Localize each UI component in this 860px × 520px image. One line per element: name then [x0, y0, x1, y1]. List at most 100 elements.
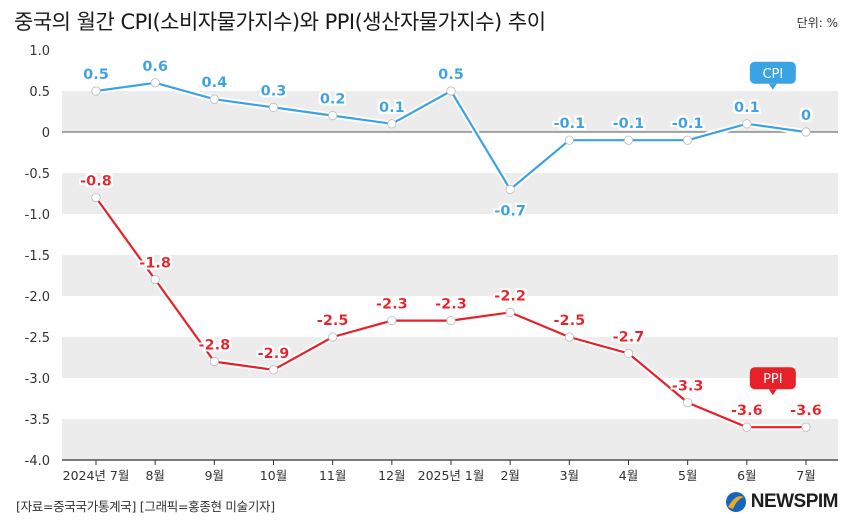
y-tick-label: -1.0: [25, 208, 50, 223]
data-point-ppi: [387, 315, 397, 326]
data-point-ppi: [328, 332, 338, 342]
data-point-ppi: [683, 397, 693, 408]
data-label-cpi: -0.1: [672, 116, 704, 132]
data-label-ppi: -2.8: [198, 338, 230, 354]
data-point-ppi: [623, 348, 634, 358]
x-tick-label: 10월: [260, 468, 287, 483]
data-point-cpi: [209, 94, 219, 104]
legend-box: [749, 61, 796, 84]
data-label-ppi: -2.2: [494, 288, 526, 304]
grid-band: [62, 337, 838, 378]
data-label-ppi: -2.3: [376, 297, 408, 313]
y-tick-label: 1.0: [29, 44, 50, 59]
data-point-ppi: [742, 422, 752, 432]
data-label-ppi: -2.5: [317, 313, 349, 329]
data-point-ppi: [564, 332, 574, 342]
x-tick-label: 2024년 7월: [63, 468, 130, 483]
x-tick-label: 7월: [796, 468, 815, 483]
data-point-cpi: [505, 184, 515, 194]
data-label-ppi: -3.6: [731, 403, 763, 419]
data-label-ppi: -2.5: [553, 313, 585, 329]
grid-band: [62, 173, 838, 214]
data-label-ppi: -2.7: [613, 329, 645, 345]
data-point-cpi: [91, 86, 101, 96]
x-tick-label: 5월: [678, 468, 697, 483]
data-label-ppi: -2.9: [258, 346, 290, 362]
data-point-ppi: [801, 422, 811, 432]
data-point-cpi: [683, 135, 693, 145]
x-axis: 2024년 7월 8월 9월 10월 11월 12월 2025년 1월 2월 3월 4월 5월 6월 7…: [63, 460, 816, 483]
y-axis: 1.0 0.5 0 -0.5 -1.0 -1.5 -2.0 -2.5 -3.0 -3.5 -4.0: [25, 44, 50, 469]
y-tick-label: -1.5: [25, 249, 50, 264]
grid-bands: [62, 91, 838, 461]
brand-logo: NEWSPIM: [725, 491, 839, 513]
x-tick-label: 12월: [378, 468, 405, 483]
data-label-cpi: 0.1: [734, 100, 760, 116]
data-label-cpi: 0.5: [438, 67, 464, 83]
x-tick-label: 8월: [145, 468, 164, 483]
grid-band: [62, 91, 838, 132]
brand-name: NEWSPIM: [750, 491, 839, 512]
data-point-cpi: [150, 78, 160, 88]
data-point-cpi: [328, 111, 338, 121]
x-tick-label: 3월: [560, 468, 579, 483]
y-tick-label: -3.5: [25, 413, 50, 428]
data-label-ppi: -1.8: [139, 256, 171, 272]
legend-ppi: PPI: [749, 367, 796, 396]
grid-band: [62, 419, 838, 460]
y-tick-label: -0.5: [25, 167, 50, 182]
data-label-ppi: -3.3: [672, 379, 704, 395]
x-tick-label: 6월: [737, 468, 756, 483]
data-point-ppi: [209, 356, 219, 367]
data-label-cpi: -0.1: [553, 116, 585, 132]
data-label-ppi: -2.3: [435, 297, 467, 313]
legend: CPI PPI: [749, 61, 796, 396]
data-label-cpi: -0.1: [613, 116, 645, 132]
legend-label: CPI: [762, 67, 783, 82]
y-tick-label: -2.0: [25, 290, 50, 305]
data-label-cpi: 0.2: [320, 92, 346, 108]
y-tick-label: -4.0: [25, 454, 50, 469]
legend-pointer: [768, 83, 777, 90]
data-label-cpi: 0: [801, 108, 811, 124]
y-tick-label: 0: [42, 126, 50, 141]
data-point-cpi: [446, 86, 456, 96]
grid-band: [62, 255, 838, 296]
data-labels: 0.5 0.6 0.4 0.3 0.2 0.1 0.5 -0.7 -0.1 -0.1 -0.1 0.1…: [80, 59, 822, 419]
legend-box: [749, 367, 796, 390]
data-label-cpi: 0.1: [379, 100, 405, 116]
data-point-cpi: [387, 119, 397, 129]
data-point-ppi: [91, 193, 101, 203]
legend-label: PPI: [763, 372, 783, 387]
data-point-cpi: [801, 127, 811, 137]
y-tick-label: -2.5: [25, 331, 50, 346]
data-label-cpi: -0.7: [494, 203, 526, 219]
data-label-ppi: -0.8: [80, 174, 112, 190]
legend-pointer: [768, 389, 777, 396]
data-point-cpi: [564, 135, 574, 145]
data-label-cpi: 0.4: [201, 75, 227, 91]
data-point-ppi: [446, 315, 456, 326]
y-tick-label: -3.0: [25, 372, 50, 387]
data-point-ppi: [150, 274, 160, 285]
x-tick-label: 4월: [619, 468, 638, 483]
unit-label: 단위: %: [796, 16, 838, 30]
data-label-cpi: 0.6: [142, 59, 168, 75]
data-point-ppi: [505, 307, 515, 317]
data-label-ppi: -3.6: [790, 403, 822, 419]
source-credit: [자료=중국국가통계국] [그래픽=홍종현 미술기자]: [16, 499, 275, 514]
newspim-logo-icon: [725, 492, 746, 512]
data-label-cpi: 0.3: [261, 83, 287, 99]
x-tick-label: 2025년 1월: [418, 468, 485, 483]
data-point-cpi: [742, 119, 752, 129]
x-tick-label: 2월: [500, 468, 519, 483]
chart-title: 중국의 월간 CPI(소비자물가지수)와 PPI(생산자물가지수) 추이: [14, 10, 546, 34]
data-point-cpi: [623, 135, 634, 145]
x-tick-label: 11월: [319, 468, 346, 483]
legend-cpi: CPI: [749, 61, 796, 90]
data-point-cpi: [268, 102, 279, 113]
x-tick-label: 9월: [205, 468, 224, 483]
data-label-cpi: 0.5: [83, 67, 109, 83]
y-tick-label: 0.5: [29, 85, 50, 100]
